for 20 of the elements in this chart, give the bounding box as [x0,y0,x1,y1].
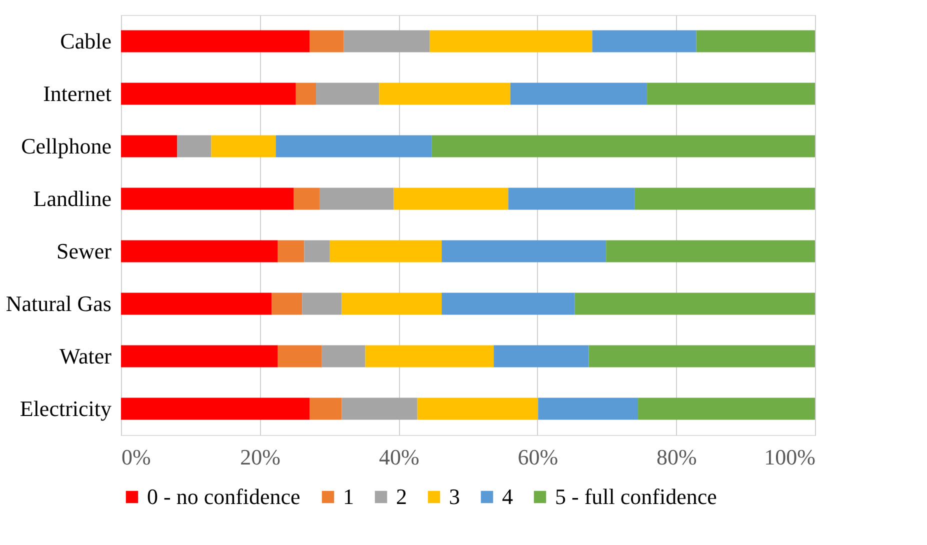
y-tick-label: Electricity [20,396,112,421]
legend-label: 3 [449,484,460,509]
x-tick-label: 40% [378,444,420,470]
y-tick-label: Natural Gas [6,290,112,316]
y-tick-label: Water [60,343,112,368]
y-tick-label: Cable [60,28,112,54]
x-tick-label: 100% [764,444,816,470]
legend-label: 5 - full confidence [555,484,717,509]
y-tick-label: Internet [43,80,112,106]
x-tick-label: 20% [240,444,280,470]
legend-label: 0 - no confidence [147,484,300,509]
y-tick-label: Sewer [56,238,112,264]
y-tick-label: Cellphone [21,133,112,158]
legend-label: 2 [396,484,407,509]
legend-label: 4 [502,484,513,509]
x-tick-label: 80% [656,444,697,470]
legend-label: 1 [343,484,354,509]
x-tick-label: 0% [122,444,151,470]
x-tick-label: 60% [518,444,558,470]
y-tick-label: Landline [33,186,112,211]
